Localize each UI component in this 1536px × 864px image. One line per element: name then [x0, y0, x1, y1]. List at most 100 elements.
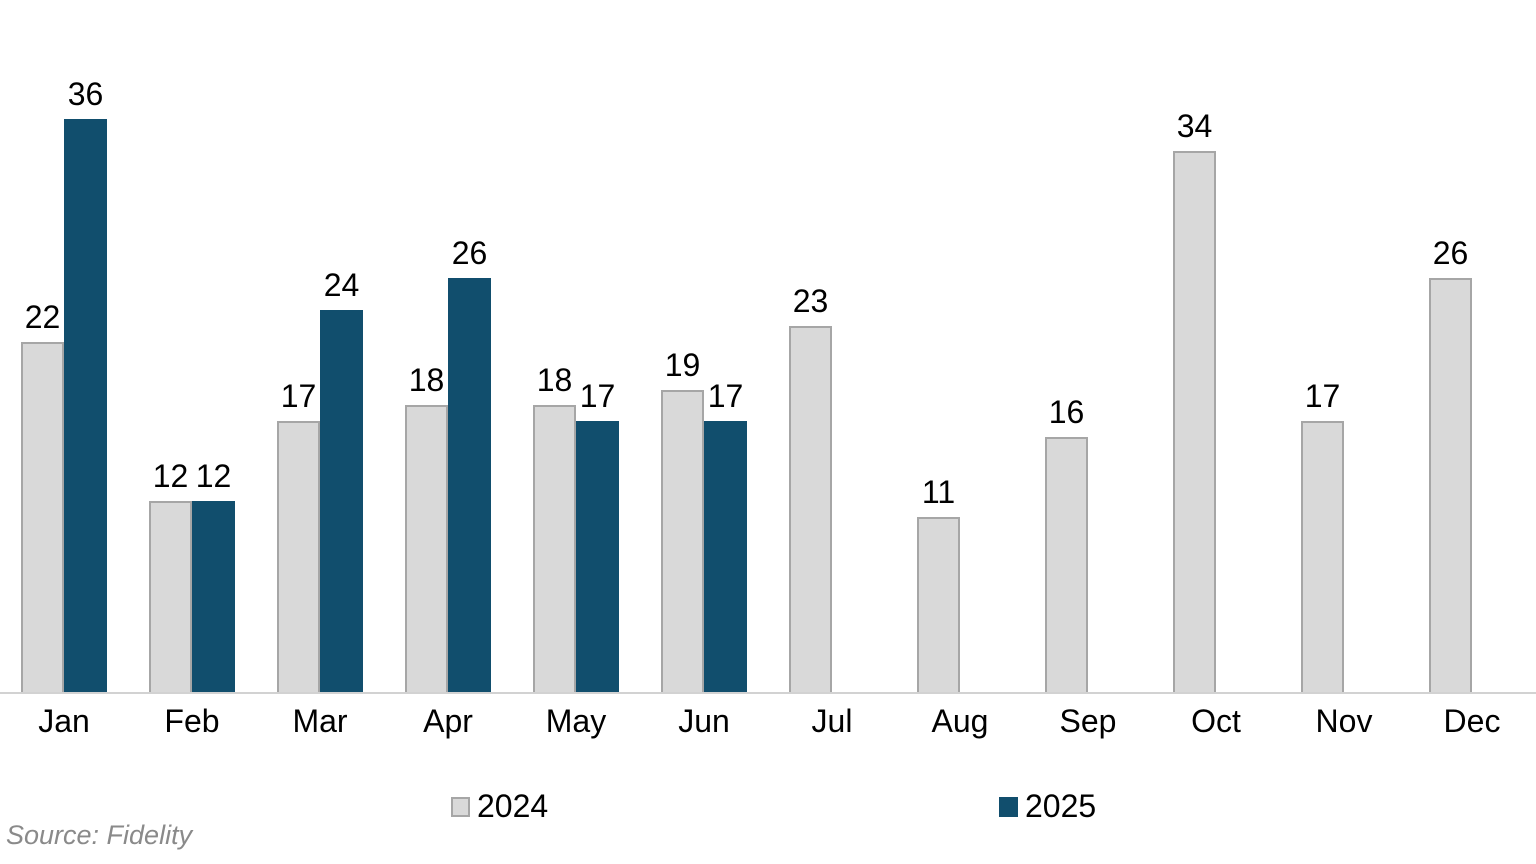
month-group-mar: 17 24: [256, 0, 384, 692]
x-axis: Jan Feb Mar Apr May Jun Jul Aug Sep Oct Nov Dec: [0, 703, 1536, 740]
bar-2024-aug: [917, 517, 960, 692]
x-tick-mar: Mar: [292, 703, 348, 739]
bar-label-2024-oct: 34: [1176, 107, 1213, 144]
bar-2024-apr: [405, 405, 448, 692]
month-group-aug: 11: [896, 0, 1024, 692]
bar-slot-2024: 22: [21, 298, 64, 692]
bar-slot-2025: 17: [576, 377, 619, 692]
bar-slot-2024: 12: [149, 457, 192, 692]
bar-2025-jun: [704, 421, 747, 692]
bar-label-2024-mar: 17: [280, 377, 317, 414]
bar-2025-feb: [192, 501, 235, 692]
x-tick-nov: Nov: [1315, 703, 1373, 739]
bar-slot-2025: 17: [704, 377, 747, 692]
bar-slot-2025: 36: [64, 75, 107, 692]
bar-slot-2025: 24: [320, 266, 363, 692]
legend-swatch-2024: [451, 796, 470, 817]
bar-2024-dec: [1429, 278, 1472, 692]
bar-2025-may: [576, 421, 619, 692]
month-group-jul: 23: [768, 0, 896, 692]
bar-2024-may: [533, 405, 576, 692]
legend: 2024 2025: [0, 788, 1536, 828]
bar-2024-jan: [21, 342, 64, 692]
bar-slot-2025: 12: [192, 457, 235, 692]
bar-slot-2024: 17: [277, 377, 320, 692]
month-group-may: 18 17: [512, 0, 640, 692]
bar-slot-2024: 34: [1173, 107, 1216, 692]
month-group-apr: 18 26: [384, 0, 512, 692]
bar-label-2025-jan: 36: [67, 75, 104, 112]
month-group-oct: 34: [1152, 0, 1280, 692]
bar-pair: 17: [1301, 377, 1387, 692]
bar-label-2024-dec: 26: [1432, 234, 1469, 271]
legend-swatch-2025: [999, 796, 1018, 817]
bar-slot-2024: 23: [789, 282, 832, 692]
bar-label-2024-feb: 12: [152, 457, 189, 494]
legend-label-2025: 2025: [1025, 788, 1097, 824]
bar-label-2024-jun: 19: [664, 346, 701, 383]
bar-2024-jul: [789, 326, 832, 692]
month-group-nov: 17: [1280, 0, 1408, 692]
bar-2025-jan: [64, 119, 107, 692]
bar-slot-2024: 26: [1429, 234, 1472, 692]
bar-2025-apr: [448, 278, 491, 692]
bar-slot-2024: 16: [1045, 393, 1088, 692]
x-tick-jan: Jan: [38, 703, 90, 739]
bar-label-2025-mar: 24: [323, 266, 360, 303]
x-tick-may: May: [545, 703, 607, 739]
bar-2024-feb: [149, 501, 192, 692]
month-group-feb: 12 12: [128, 0, 256, 692]
bar-pair: 34: [1173, 107, 1259, 692]
bar-2024-sep: [1045, 437, 1088, 692]
bar-slot-2025: 26: [448, 234, 491, 692]
bar-slot-2024: 18: [533, 361, 576, 692]
bar-label-2024-may: 18: [536, 361, 573, 398]
bar-slot-2024: 18: [405, 361, 448, 692]
bar-slot-2024: 11: [917, 473, 960, 692]
bar-pair: 18 26: [405, 234, 491, 692]
bar-label-2025-may: 17: [579, 377, 616, 414]
bar-pair: 16: [1045, 393, 1131, 692]
month-group-jun: 19 17: [640, 0, 768, 692]
bar-label-2025-jun: 17: [707, 377, 744, 414]
bar-pair: 18 17: [533, 361, 619, 692]
x-tick-feb: Feb: [164, 703, 220, 739]
bar-pair: 19 17: [661, 346, 747, 692]
bar-label-2025-feb: 12: [195, 457, 232, 494]
bar-label-2024-apr: 18: [408, 361, 445, 398]
legend-item-2025: 2025: [999, 788, 1096, 825]
legend-label-2024: 2024: [477, 788, 549, 824]
x-tick-oct: Oct: [1191, 703, 1241, 739]
plot-area: 22 36 12 12 17 24 18 26 18 17 19 17 23 11 16 34 17 26: [0, 0, 1536, 694]
bar-pair: 22 36: [21, 75, 107, 692]
bar-2024-nov: [1301, 421, 1344, 692]
bar-label-2024-jan: 22: [24, 298, 61, 335]
bar-pair: 23: [789, 282, 875, 692]
bar-slot-2024: 17: [1301, 377, 1344, 692]
bar-pair: 17 24: [277, 266, 363, 692]
bar-pair: 26: [1429, 234, 1515, 692]
bar-2025-mar: [320, 310, 363, 692]
x-tick-aug: Aug: [931, 703, 989, 739]
bar-pair: 11: [917, 473, 1003, 692]
source-note: Source: Fidelity: [6, 820, 193, 850]
bar-pair: 12 12: [149, 457, 235, 692]
x-tick-sep: Sep: [1059, 703, 1117, 739]
month-group-dec: 26: [1408, 0, 1536, 692]
x-tick-jul: Jul: [811, 703, 853, 739]
x-tick-apr: Apr: [423, 703, 473, 739]
bar-slot-2024: 19: [661, 346, 704, 692]
bar-label-2024-jul: 23: [792, 282, 829, 319]
bar-label-2024-aug: 11: [921, 473, 956, 510]
month-group-jan: 22 36: [0, 0, 128, 692]
bar-2024-oct: [1173, 151, 1216, 692]
bar-label-2025-apr: 26: [451, 234, 488, 271]
month-group-sep: 16: [1024, 0, 1152, 692]
x-tick-dec: Dec: [1443, 703, 1501, 739]
x-tick-jun: Jun: [678, 703, 730, 739]
bar-label-2024-sep: 16: [1048, 393, 1085, 430]
bar-2024-mar: [277, 421, 320, 692]
bar-label-2024-nov: 17: [1304, 377, 1341, 414]
legend-item-2024: 2024: [451, 788, 548, 825]
